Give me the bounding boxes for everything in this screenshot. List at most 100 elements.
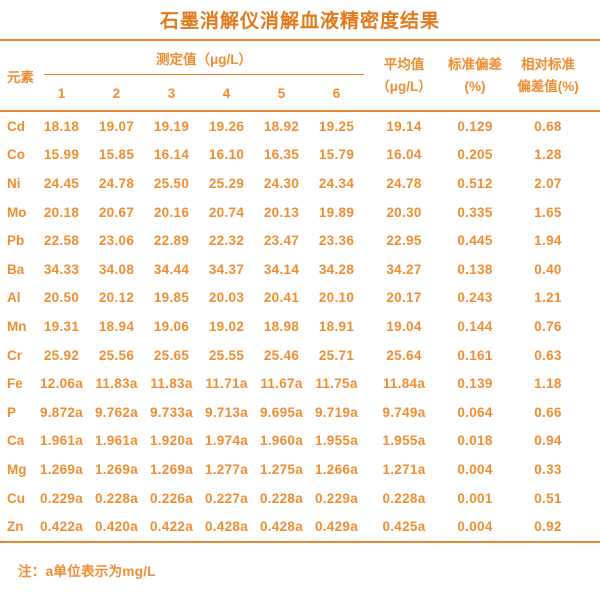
value-cell: 20.30 [386,204,422,220]
value-cell: 19.02 [208,318,245,334]
value-cell: 0.139 [457,376,493,392]
value-cell: 25.92 [43,347,80,363]
value-cell: 0.228a [382,490,426,506]
value-cell: 15.99 [43,147,80,163]
element-cell: Ba [7,261,25,277]
value-cell: 24.45 [43,175,80,191]
value-cell: 34.08 [98,261,135,277]
value-cell: 1.18 [534,376,562,392]
value-cell: 0.512 [457,175,493,191]
value-cell: 16.14 [153,147,190,163]
value-cell: 1.271a [382,461,426,477]
value-cell: 0.422a [39,519,84,535]
header-measure-3: 3 [167,86,176,101]
value-cell: 0.51 [534,490,562,506]
value-cell: 0.229a [314,490,359,506]
value-cell: 9.733a [149,404,194,420]
value-cell: 0.422a [149,519,194,535]
value-cell: 23.06 [98,233,135,249]
value-cell: 25.29 [208,175,245,191]
element-cell: Fe [7,376,23,392]
value-cell: 0.228a [259,490,304,506]
table-row: Mo 20.18 20.67 20.16 20.74 20.13 19.89 20.30 0.3… [0,198,600,227]
value-cell: 2.07 [534,175,562,191]
element-cell: Cr [7,347,23,363]
table-row: Pb 22.58 23.06 22.89 22.32 23.47 23.36 22.95 0.4… [0,226,600,255]
value-cell: 1.65 [534,204,562,220]
value-cell: 1.277a [204,461,249,477]
value-cell: 22.95 [386,233,422,249]
value-cell: 18.92 [263,118,300,134]
table-row: Al 20.50 20.12 19.85 20.03 20.41 20.10 20.17 0.2… [0,284,600,313]
footnote: 注：a单位表示为mg/L [18,564,156,579]
value-cell: 34.28 [318,261,355,277]
value-cell: 24.78 [98,175,135,191]
element-cell: Ca [7,433,25,449]
value-cell: 20.67 [98,204,135,220]
value-cell: 20.12 [98,290,135,306]
element-cell: Pb [7,233,25,249]
value-cell: 0.76 [534,318,562,334]
value-cell: 20.13 [263,204,300,220]
header-mean: 平均值 （μg/L） [364,41,444,110]
value-cell: 0.144 [457,318,493,334]
value-cell: 20.18 [43,204,80,220]
element-cell: Co [7,147,25,163]
value-cell: 19.07 [98,118,135,134]
value-cell: 0.40 [534,261,562,277]
header-rsd-line2: 偏差值(%) [517,78,579,94]
value-cell: 0.92 [534,519,562,535]
header-element: 元素 [7,69,34,85]
value-cell: 0.004 [457,461,493,477]
value-cell: 0.001 [457,490,493,506]
value-cell: 0.243 [457,290,493,306]
value-cell: 1.955a [314,433,359,449]
header-sd: 标准偏差 (%) [444,41,506,110]
value-cell: 1.28 [534,147,562,163]
value-cell: 0.445 [457,233,493,249]
value-cell: 19.26 [208,118,245,134]
value-cell: 0.064 [457,404,493,420]
value-cell: 1.955a [382,433,426,449]
value-cell: 25.56 [98,347,135,363]
value-cell: 19.89 [318,204,355,220]
header-sd-line2: (%) [464,78,486,94]
value-cell: 9.713a [204,404,249,420]
table-row: Cd 18.18 19.07 19.19 19.26 18.92 19.25 19.14 0.1… [0,112,600,141]
table-row: Fe 12.06a 11.83a 11.83a 11.71a 11.67a 11.75a 11… [0,369,600,398]
table-row: Zn 0.422a 0.420a 0.422a 0.428a 0.428a 0.429a 0.… [0,512,600,541]
value-cell: 19.25 [318,118,355,134]
value-cell: 1.269a [149,461,194,477]
value-cell: 0.229a [39,490,84,506]
value-cell: 0.68 [534,118,562,134]
value-cell: 11.75a [315,376,358,392]
value-cell: 23.36 [318,233,355,249]
value-cell: 0.138 [457,261,493,277]
value-cell: 25.50 [153,175,190,191]
value-cell: 1.269a [94,461,139,477]
value-cell: 9.749a [382,404,426,420]
value-cell: 11.83a [95,376,138,392]
value-cell: 19.85 [153,290,190,306]
value-cell: 34.27 [386,261,422,277]
value-cell: 1.974a [204,433,249,449]
value-cell: 24.34 [318,175,355,191]
value-cell: 18.98 [263,318,300,334]
value-cell: 9.719a [314,404,359,420]
header-sd-line1: 标准偏差 [448,56,502,72]
value-cell: 34.44 [153,261,190,277]
element-cell: Al [7,290,21,306]
header-measure-2: 2 [112,86,121,101]
value-cell: 1.266a [314,461,359,477]
value-cell: 11.84a [382,376,426,392]
value-cell: 0.425a [382,519,426,535]
value-cell: 9.762a [94,404,139,420]
value-cell: 1.94 [534,233,562,249]
table-row: Ba 34.33 34.08 34.44 34.37 34.14 34.28 34.27 0.1… [0,255,600,284]
value-cell: 25.71 [318,347,355,363]
value-cell: 25.65 [153,347,190,363]
header-mean-line1: 平均值 [383,56,425,72]
value-cell: 19.06 [153,318,190,334]
table-row: Ni 24.45 24.78 25.50 25.29 24.30 24.34 24.78 0.5… [0,169,600,198]
value-cell: 24.30 [263,175,300,191]
